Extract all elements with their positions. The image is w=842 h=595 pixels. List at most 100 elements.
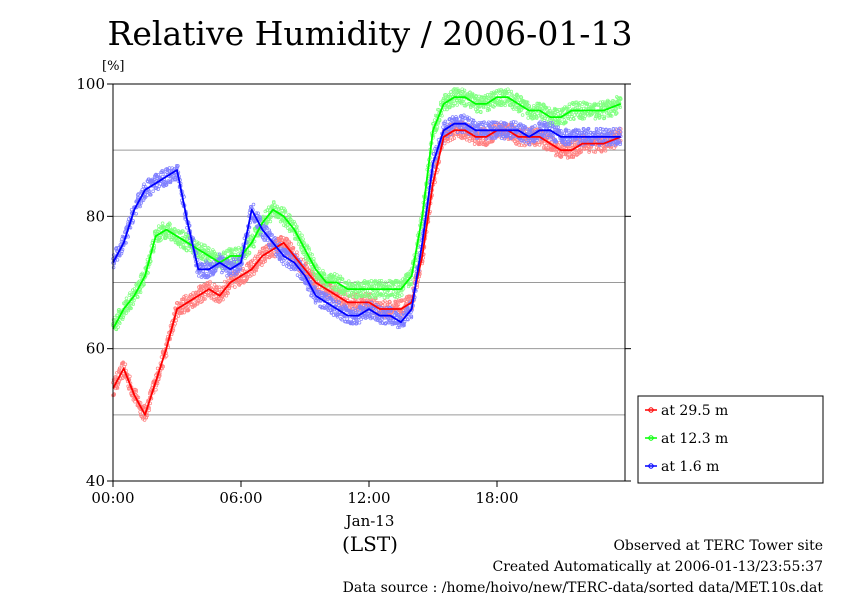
series-band-point [134,389,138,394]
series-band-point [131,219,136,223]
series-band-point [164,234,169,238]
series-band-point [587,150,591,154]
series-band-point [258,217,262,222]
series-band-point [571,154,576,159]
series-band-point [526,116,530,120]
series-band-point [133,400,137,404]
series-band-point [199,288,203,292]
series-band-point [593,150,598,154]
series-band-point [170,237,174,242]
series-band-point [452,87,457,91]
series-band-point [440,114,444,118]
series-band-point [552,110,557,115]
series-band-point [202,297,206,301]
series-band-point [173,230,177,234]
series-band-point [184,293,188,298]
series-band-point [534,116,539,120]
series-band-point [574,152,579,156]
series-band-point [230,249,234,253]
series-band-point [130,221,135,225]
series-band-point [262,246,266,250]
series-band-point [598,115,602,119]
series-band-point [571,116,576,121]
series-band-point [134,283,139,288]
series-band-point [566,116,571,121]
series-band-point [322,272,327,277]
series-band-point [223,251,228,255]
series-band-point [445,107,449,112]
series-band-point [226,291,230,296]
series-band-point [340,277,345,281]
series-band-point [131,302,136,306]
series-band-point [272,199,276,204]
series-band-point [149,192,153,197]
series-band-point [217,285,222,290]
series-band-point [233,285,237,289]
series-band-point [118,321,122,326]
series-band-point [154,387,158,392]
series-band-point [319,291,323,295]
series-band-point [116,369,121,374]
series-band-point [270,251,274,256]
series-band-point [229,247,234,251]
series-band-point [208,279,212,284]
series-band-point [462,88,467,93]
series-band-point [212,283,217,287]
series-band-point [139,201,143,205]
series-band-point [176,164,180,168]
series-band-point [599,112,604,116]
series-band-point [452,90,457,95]
series-band-point [383,299,387,303]
series-band-point [142,182,146,186]
series-band-point [338,312,343,317]
series-band-point [564,120,568,125]
series-band-point [565,115,570,119]
series-band-point [138,412,143,417]
series-band-point [253,254,258,258]
series-band-point [291,246,296,250]
series-band-point [507,89,511,94]
series-band-point [117,307,121,312]
series-band-point [238,267,242,272]
series-band-point [251,202,256,207]
series-band-point [435,125,440,129]
series-band-point [140,415,145,419]
series-band-point [559,154,564,159]
series-band-point [155,381,160,385]
series-band-point [357,283,362,287]
series-band-point [263,259,268,263]
series-band-point [134,388,138,392]
series-band-point [164,354,169,358]
series-band-point [371,291,375,295]
series-band-point [603,148,608,153]
series-band-point [459,99,463,104]
series-band-point [138,274,143,279]
series-band-point [197,274,201,278]
series-band-point [384,282,389,287]
series-band-point [567,104,572,109]
series-band-point [235,267,240,272]
series-band-point [156,239,160,244]
series-band-point [230,283,234,288]
series-band-point [308,277,313,282]
series-band-point [260,263,264,267]
series-band-point [542,114,547,118]
series-band-point [444,92,448,97]
series-band-point [176,314,181,318]
series-band-point [329,296,333,301]
series-band-point [129,301,134,306]
series-band-point [379,279,384,283]
series-band-point [209,294,214,299]
series-band-point [113,375,118,379]
series-band-point [614,107,618,111]
series-band-point [395,303,399,307]
series-band-point [563,120,567,125]
series-band-point [472,142,477,146]
series-band-point [229,273,233,278]
series-band-point [213,299,218,303]
series-band-point [185,308,190,312]
series-band-point [119,377,123,381]
series-band-point [612,146,616,150]
series-band-point [138,204,142,209]
series-band-point [216,252,220,256]
